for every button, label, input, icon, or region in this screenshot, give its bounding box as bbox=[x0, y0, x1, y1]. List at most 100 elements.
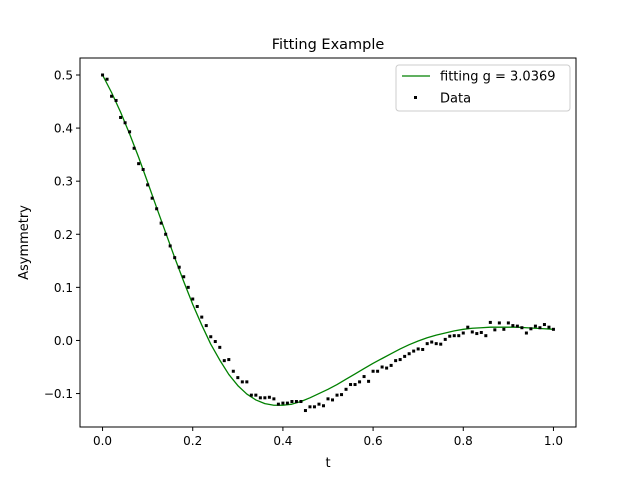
data-point bbox=[461, 331, 465, 335]
data-point bbox=[258, 396, 262, 400]
data-point bbox=[263, 396, 267, 400]
data-point bbox=[344, 387, 348, 391]
data-point bbox=[285, 401, 289, 405]
data-point bbox=[267, 395, 271, 399]
data-point bbox=[240, 380, 244, 384]
data-point bbox=[362, 375, 366, 379]
data-point bbox=[132, 146, 136, 150]
y-axis: −0.1 0.0 0.1 0.2 0.3 0.4 0.5 bbox=[44, 68, 80, 401]
data-point bbox=[110, 94, 114, 98]
data-point bbox=[443, 337, 447, 341]
data-point bbox=[475, 332, 479, 336]
data-point bbox=[128, 130, 132, 134]
data-point bbox=[358, 380, 362, 384]
data-point bbox=[371, 369, 375, 373]
data-point bbox=[367, 379, 371, 383]
data-point bbox=[182, 275, 186, 279]
data-point bbox=[236, 376, 240, 380]
data-point bbox=[254, 393, 258, 397]
data-point bbox=[222, 359, 226, 363]
data-point bbox=[529, 327, 533, 331]
data-point bbox=[547, 325, 551, 329]
data-point bbox=[299, 400, 303, 404]
data-point bbox=[141, 168, 145, 171]
data-point bbox=[349, 383, 353, 387]
data-point bbox=[425, 342, 429, 346]
data-point bbox=[421, 347, 425, 351]
data-point bbox=[331, 398, 335, 402]
data-point bbox=[542, 323, 546, 327]
data-point bbox=[308, 405, 312, 409]
data-point bbox=[137, 162, 141, 166]
y-tick-label: 0.4 bbox=[54, 122, 73, 136]
data-point bbox=[326, 397, 330, 401]
data-point bbox=[376, 369, 380, 373]
data-point bbox=[470, 330, 474, 334]
data-point bbox=[177, 265, 181, 269]
data-point bbox=[168, 244, 172, 248]
data-point bbox=[430, 340, 434, 344]
data-point bbox=[200, 315, 204, 319]
legend-box bbox=[395, 64, 571, 112]
y-tick-label: 0.1 bbox=[54, 281, 73, 295]
data-point bbox=[538, 326, 542, 330]
data-point bbox=[389, 363, 393, 367]
data-point bbox=[312, 405, 316, 409]
data-point bbox=[218, 345, 222, 349]
legend-data-label: Data bbox=[440, 92, 471, 107]
data-point bbox=[249, 393, 253, 397]
data-point bbox=[231, 369, 235, 373]
data-point bbox=[281, 401, 285, 405]
data-point bbox=[493, 328, 497, 332]
data-point bbox=[515, 324, 519, 328]
x-tick-label: 1.0 bbox=[544, 434, 563, 448]
data-point bbox=[385, 366, 389, 370]
data-point bbox=[497, 321, 501, 325]
plot-area bbox=[101, 73, 555, 413]
data-point bbox=[403, 354, 407, 358]
x-tick-label: 0.6 bbox=[364, 434, 383, 448]
data-point bbox=[511, 324, 515, 328]
data-point bbox=[150, 196, 154, 200]
data-point bbox=[484, 334, 488, 338]
data-point bbox=[479, 330, 483, 334]
data-point bbox=[434, 342, 438, 346]
data-point bbox=[164, 232, 168, 236]
data-point bbox=[335, 393, 339, 397]
x-tick-label: 0.2 bbox=[183, 434, 202, 448]
data-point bbox=[303, 409, 307, 413]
data-point bbox=[114, 98, 118, 102]
data-point bbox=[533, 324, 537, 328]
y-tick-label: 0.0 bbox=[54, 334, 73, 348]
x-tick-label: 0.4 bbox=[273, 434, 292, 448]
data-point bbox=[155, 207, 159, 211]
data-point bbox=[213, 340, 217, 344]
data-point bbox=[245, 380, 249, 384]
data-point bbox=[272, 397, 276, 401]
x-axis-label: t bbox=[325, 456, 330, 471]
data-point bbox=[506, 321, 510, 325]
data-point bbox=[317, 402, 321, 406]
x-tick-label: 0.0 bbox=[93, 434, 112, 448]
data-point bbox=[209, 335, 213, 339]
data-point bbox=[159, 221, 163, 225]
data-point bbox=[191, 297, 195, 301]
data-point bbox=[173, 256, 177, 260]
data-point bbox=[380, 365, 384, 369]
data-point bbox=[551, 327, 555, 331]
data-point bbox=[119, 115, 123, 119]
y-tick-label: 0.5 bbox=[54, 68, 73, 82]
x-tick-label: 0.8 bbox=[454, 434, 473, 448]
data-point bbox=[502, 327, 506, 331]
data-point bbox=[452, 334, 456, 338]
data-point bbox=[488, 320, 492, 324]
data-point bbox=[524, 331, 528, 335]
data-point bbox=[520, 326, 524, 330]
x-axis: 0.0 0.2 0.4 0.6 0.8 1.0 bbox=[93, 427, 563, 448]
data-point bbox=[353, 383, 357, 387]
legend-data-marker bbox=[414, 96, 417, 99]
data-point bbox=[321, 404, 325, 408]
data-point bbox=[340, 393, 344, 397]
data-point bbox=[416, 347, 420, 351]
